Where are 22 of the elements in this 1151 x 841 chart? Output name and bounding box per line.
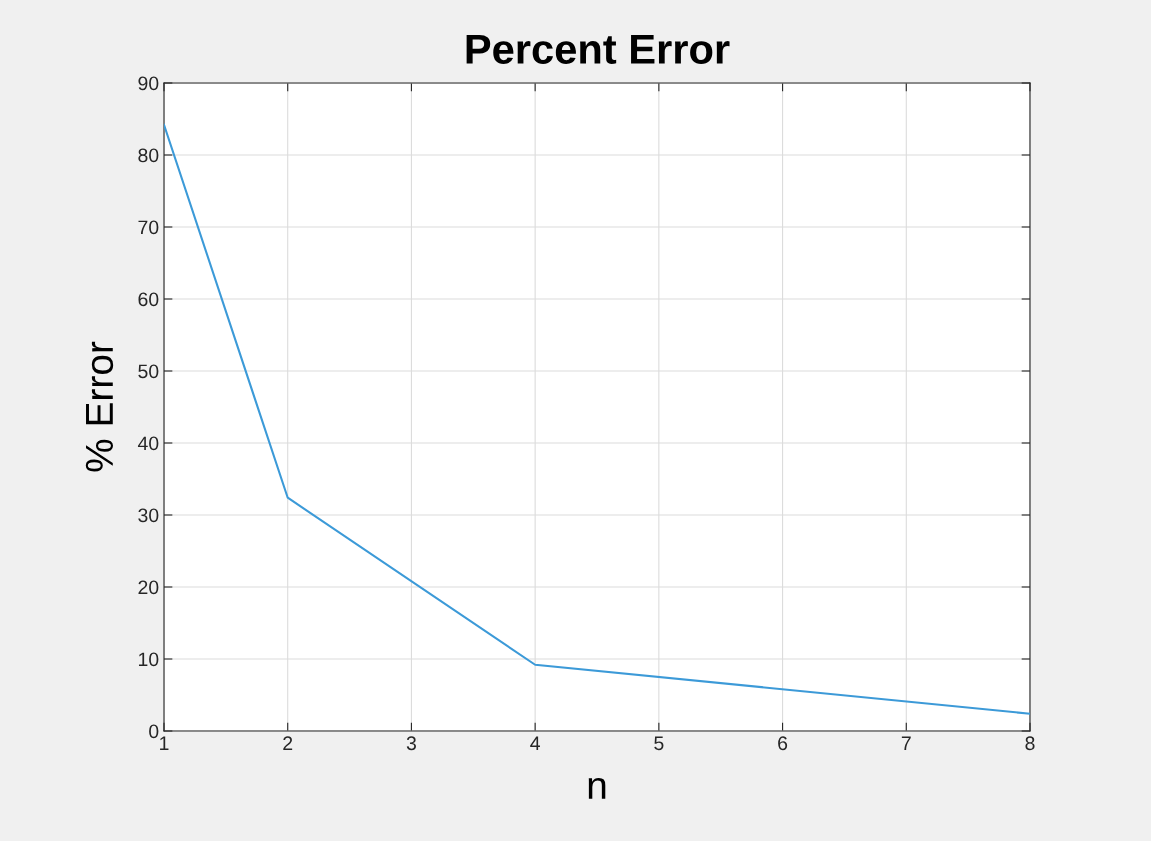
y-tick-label: 70 bbox=[138, 220, 159, 235]
y-tick-label: 90 bbox=[138, 76, 159, 91]
x-tick-label: 4 bbox=[530, 736, 540, 750]
y-tick-label: 30 bbox=[138, 508, 159, 523]
x-tick-label: 1 bbox=[160, 736, 169, 750]
y-tick-label: 80 bbox=[138, 148, 159, 163]
y-tick-label: 60 bbox=[138, 292, 159, 307]
y-tick-label: 40 bbox=[137, 436, 159, 451]
y-tick-label: 20 bbox=[138, 580, 159, 595]
x-axis-title: n bbox=[588, 777, 606, 799]
x-tick-label: 2 bbox=[283, 736, 293, 750]
y-axis-title: % Error bbox=[85, 341, 114, 472]
x-tick-label: 3 bbox=[406, 736, 416, 751]
line-series bbox=[164, 123, 1030, 715]
x-tick-label: 8 bbox=[1025, 736, 1035, 751]
y-tick-label: 10 bbox=[139, 652, 159, 667]
chart-title: Percent Error bbox=[466, 34, 730, 64]
x-tick-label: 7 bbox=[901, 736, 911, 750]
y-tick-label: 0 bbox=[149, 724, 159, 739]
x-tick-label: 6 bbox=[778, 736, 788, 751]
y-tick-label: 50 bbox=[138, 364, 159, 379]
x-tick-label: 5 bbox=[654, 736, 664, 751]
